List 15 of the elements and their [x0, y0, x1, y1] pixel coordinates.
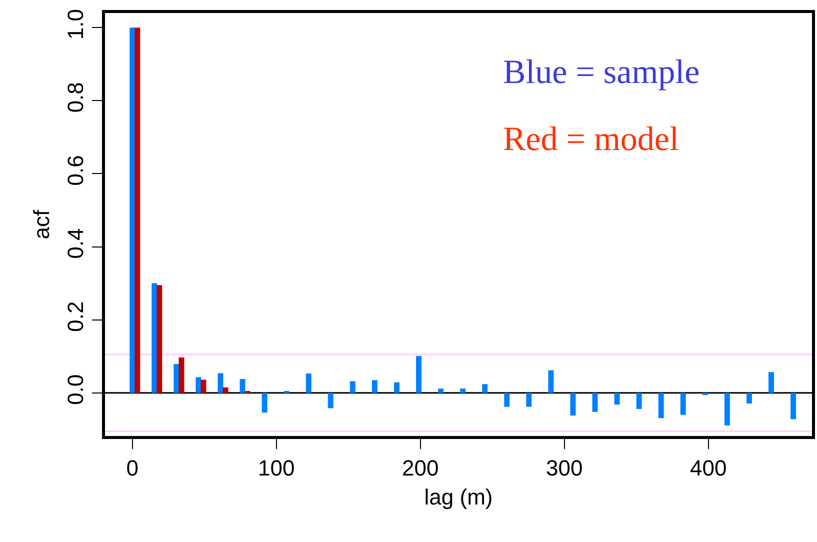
annotation: Red = model — [503, 121, 679, 158]
x-tick-label: 400 — [690, 455, 727, 480]
x-tick-label: 200 — [402, 455, 439, 480]
y-tick-label: 0.0 — [63, 374, 88, 405]
y-tick-label: 0.6 — [63, 155, 88, 186]
y-tick-label: 0.2 — [63, 301, 88, 332]
y-tick-label: 0.8 — [63, 82, 88, 113]
y-tick-label: 0.4 — [63, 228, 88, 259]
y-tick-label: 1.0 — [63, 9, 88, 40]
x-tick-label: 0 — [126, 455, 138, 480]
x-tick-label: 300 — [546, 455, 583, 480]
y-axis-title: acf — [29, 208, 54, 240]
x-axis-title: lag (m) — [424, 484, 493, 510]
annotation: Blue = sample — [503, 54, 700, 91]
x-tick-label: 100 — [258, 455, 295, 480]
